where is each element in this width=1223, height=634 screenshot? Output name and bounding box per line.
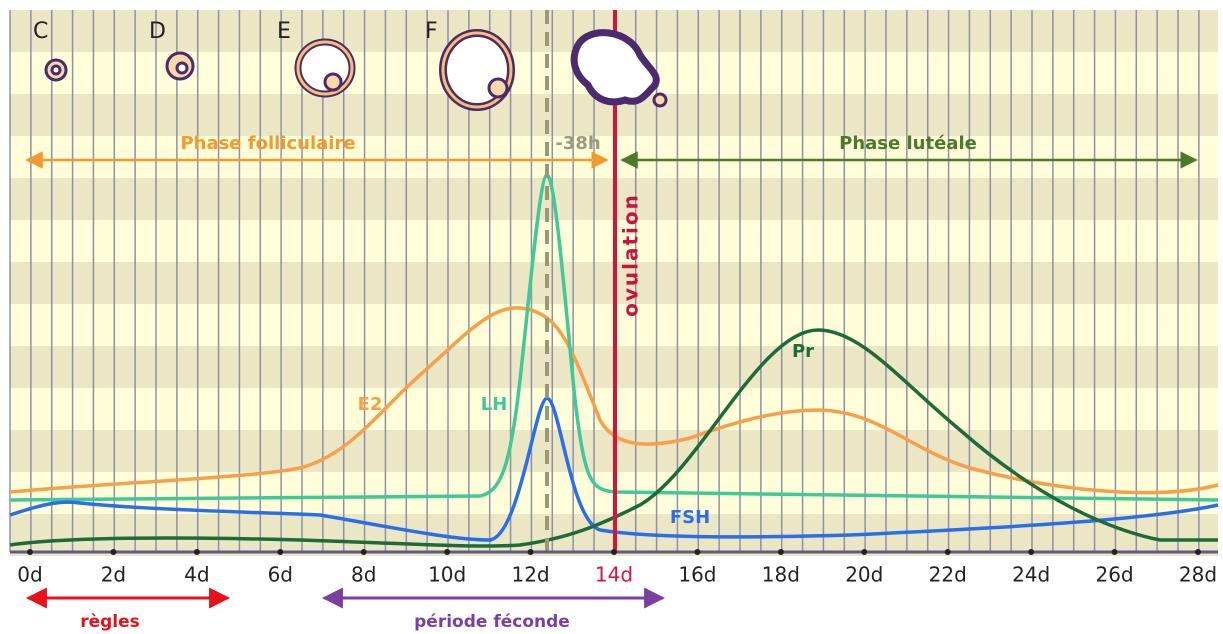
e2-curve (9, 306, 1219, 495)
tick (110, 549, 117, 555)
x-tick-label: 0d (17, 563, 42, 587)
tick (27, 549, 33, 555)
tick (1028, 549, 1035, 555)
x-tick-label: 6d (268, 563, 293, 587)
x-tick-label: 16d (678, 563, 716, 587)
pr-curve (9, 328, 1218, 548)
tick (360, 549, 367, 555)
x-tick-label: 12d (511, 563, 549, 587)
follicle-label: F (425, 19, 438, 44)
curve-label: LH (481, 394, 508, 415)
ovulation-label: ovulation (619, 193, 643, 317)
phase-label: Phase lutéale (839, 133, 977, 154)
follicle-label: D (149, 19, 166, 44)
tick (694, 549, 701, 555)
tick (193, 549, 200, 555)
tick (444, 549, 451, 555)
follicles (44, 29, 668, 111)
tick (527, 549, 534, 555)
tick (777, 549, 784, 555)
curve-label: E2 (358, 394, 383, 415)
x-tick-label: 24d (1012, 563, 1050, 587)
x-tick-label: 22d (929, 563, 967, 587)
menses-label: règles (80, 612, 140, 632)
x-tick-label: 8d (351, 563, 376, 587)
curve-label: Pr (792, 341, 814, 362)
fertile-label: période féconde (414, 612, 570, 632)
follicle-label: E (277, 19, 291, 44)
follicle-label: C (33, 19, 48, 44)
x-tick-label: 4d (184, 563, 209, 587)
x-tick-label: 28d (1179, 563, 1217, 587)
tick (611, 549, 617, 555)
x-tick-label: 2d (101, 563, 126, 587)
x-tick-label: 14d (595, 563, 633, 587)
fsh-curve (9, 396, 1219, 542)
x-tick-label: 26d (1095, 563, 1133, 587)
tick (861, 549, 868, 555)
tick (944, 549, 951, 555)
x-tick-label: 18d (762, 563, 800, 587)
tick (1195, 549, 1201, 555)
phase-label: Phase folliculaire (180, 133, 355, 154)
x-tick-label: 10d (428, 563, 466, 587)
lh-offset-label: -38h (555, 133, 600, 154)
tick (277, 549, 284, 555)
x-tick-label: 20d (845, 563, 883, 587)
curve-label: FSH (670, 507, 710, 528)
tick (1111, 549, 1118, 555)
